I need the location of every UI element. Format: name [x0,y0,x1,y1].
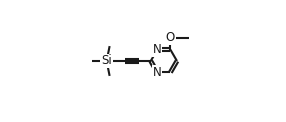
Text: N: N [153,66,162,79]
Text: N: N [153,43,162,56]
Text: O: O [166,31,175,44]
Text: Si: Si [101,55,112,67]
